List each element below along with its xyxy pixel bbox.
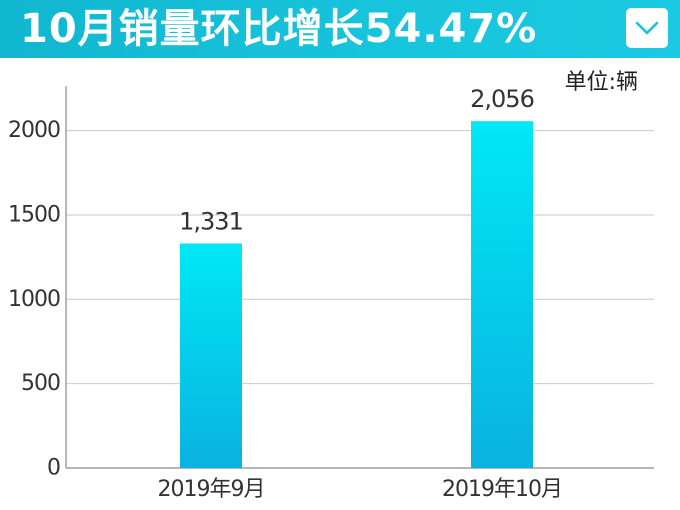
- x-tick-label: 2019年9月: [158, 477, 265, 502]
- data-label: 2,056: [470, 85, 534, 113]
- y-tick-label: 500: [21, 371, 60, 396]
- bar: [180, 243, 242, 468]
- bar: [471, 121, 533, 468]
- chevron-down-icon: [635, 21, 659, 35]
- page-title: 10月销量环比增长54.47%: [20, 6, 538, 52]
- data-label: 1,331: [179, 207, 243, 235]
- dropdown-button[interactable]: [626, 8, 668, 48]
- title-banner: 10月销量环比增长54.47%: [0, 0, 680, 58]
- y-tick-label: 2000: [8, 118, 60, 143]
- y-tick-label: 1000: [8, 287, 60, 312]
- unit-label: 单位:辆: [564, 70, 638, 95]
- y-tick-label: 0: [47, 456, 60, 481]
- y-tick-label: 1500: [8, 202, 60, 227]
- x-tick-label: 2019年10月: [442, 477, 562, 502]
